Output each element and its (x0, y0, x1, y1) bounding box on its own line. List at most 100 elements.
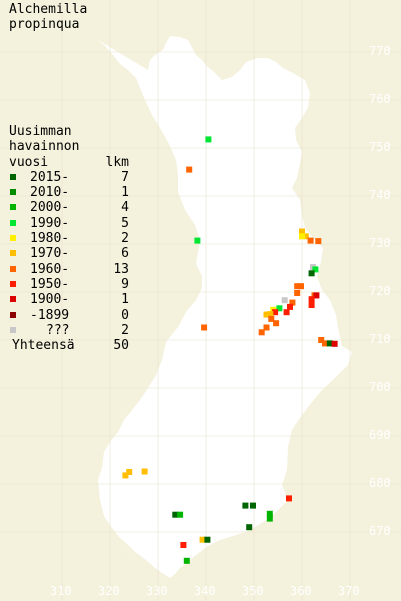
legend-item: 1970- 6 (9, 246, 129, 261)
x-axis-label: 370 (338, 584, 360, 598)
legend-item: 2000- 4 (9, 200, 129, 215)
y-axis-label: 670 (369, 524, 391, 538)
legend-item-label: 1990- (30, 215, 70, 231)
legend-swatch-icon (10, 189, 16, 196)
legend-item-count: 4 (121, 200, 129, 216)
observation-marker (313, 292, 320, 299)
observation-marker (272, 309, 279, 316)
observation-marker (122, 472, 129, 479)
legend-item-count: 2 (121, 322, 129, 338)
observation-marker (302, 233, 309, 240)
legend-header-line1: Uusimman (9, 124, 72, 139)
observation-marker (318, 337, 325, 343)
legend-item-count: 5 (121, 215, 129, 231)
y-axis-label: 720 (369, 284, 391, 298)
legend-swatch-icon (10, 265, 16, 272)
observation-marker (294, 283, 301, 290)
legend-swatch-icon (10, 326, 16, 333)
legend-item-label: 2015- (30, 169, 70, 185)
legend-item: ??? 2 (9, 323, 129, 338)
legend-item-count: 2 (121, 231, 129, 247)
observation-marker (172, 511, 179, 518)
finland-landmass (98, 36, 352, 578)
legend-swatch-icon (10, 280, 16, 287)
legend-item: -1899 0 (9, 308, 129, 323)
observation-marker (286, 495, 292, 502)
legend-swatch-icon (10, 204, 16, 211)
legend-total-row: Yhteensä 50 (9, 338, 129, 353)
observation-marker (126, 469, 133, 475)
legend-item: 2010- 1 (9, 185, 129, 200)
legend-swatch-icon (10, 173, 16, 180)
legend-total-label: Yhteensä (12, 338, 75, 354)
y-axis-label: 680 (369, 476, 391, 490)
observation-marker (266, 510, 273, 517)
legend-swatch-icon (10, 219, 16, 226)
observation-marker (276, 305, 283, 312)
observation-marker (141, 468, 148, 475)
observation-marker (267, 311, 274, 318)
legend-item: 2015- 7 (9, 170, 129, 185)
y-axis-label: 700 (369, 380, 391, 394)
observation-marker (283, 309, 290, 316)
legend-item: 1900- 1 (9, 292, 129, 307)
observation-marker (246, 524, 253, 531)
observation-marker (287, 303, 293, 310)
observation-marker (204, 536, 211, 543)
legend-item: 1960- 13 (9, 262, 129, 277)
x-axis-label: 340 (194, 584, 216, 598)
legend-item-count: 13 (113, 261, 129, 277)
legend-item-label: 1950- (30, 276, 70, 292)
observation-marker (299, 228, 305, 235)
observation-marker (289, 299, 296, 306)
x-axis-label: 360 (290, 584, 312, 598)
observation-marker (307, 237, 314, 244)
observation-layer (122, 136, 338, 564)
legend-item-label: 1900- (30, 292, 70, 308)
x-axis-label: 330 (146, 584, 168, 598)
legend-swatch-icon (10, 250, 16, 257)
observation-marker (294, 290, 301, 296)
observation-marker (266, 515, 273, 522)
legend-item-count: 7 (121, 169, 129, 185)
observation-marker (194, 237, 201, 244)
x-axis-label: 320 (98, 584, 120, 598)
legend-item-count: 1 (121, 292, 129, 308)
legend-item-count: 0 (121, 307, 129, 323)
observation-marker (258, 329, 265, 336)
species-name-line1: Alchemilla (9, 2, 88, 17)
observation-marker (308, 270, 315, 277)
x-axis-label: 310 (50, 584, 72, 598)
observation-marker (180, 542, 187, 548)
legend-header-line2: havainnon (9, 139, 80, 155)
legend-item-label: 1980- (30, 231, 70, 247)
observation-marker (273, 320, 280, 327)
legend-item-count: 1 (121, 185, 129, 201)
legend-item-count: 9 (121, 276, 129, 292)
observation-marker (326, 340, 333, 347)
legend-item: 1950- 9 (9, 277, 129, 292)
legend-header-line3: vuosi (9, 154, 49, 170)
observation-marker (331, 340, 338, 347)
observation-marker (312, 266, 319, 273)
observation-marker (308, 302, 315, 308)
legend-swatch-icon (10, 311, 16, 318)
legend-item-label: 1970- (30, 246, 70, 262)
observation-marker (298, 283, 304, 290)
species-name-line2: propinqua (9, 17, 80, 32)
observation-marker (242, 502, 249, 509)
observation-marker (205, 136, 212, 143)
observation-marker (199, 536, 206, 543)
observation-marker (315, 238, 322, 245)
y-axis-label: 750 (369, 140, 391, 154)
legend: Uusimman havainnon vuosi lkm 2015- 7 2010-… (9, 124, 129, 353)
observation-marker (250, 502, 256, 509)
observation-marker (201, 324, 208, 331)
legend-item-label: ??? (46, 322, 70, 338)
legend-swatch-icon (10, 296, 16, 303)
x-axis-label: 350 (242, 584, 264, 598)
observation-marker (299, 233, 305, 240)
